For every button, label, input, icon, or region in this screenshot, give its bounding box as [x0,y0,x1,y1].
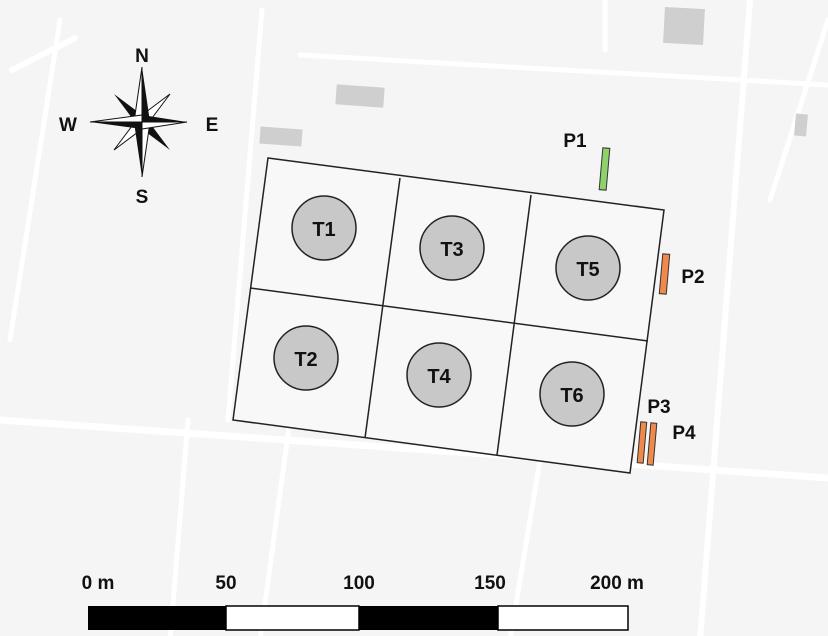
scale-tick-label: 200 m [590,573,644,594]
marker-p3[interactable]: P3 [636,397,671,464]
marker-bar [658,253,671,295]
marker-bar [598,147,611,191]
marker-p4[interactable]: P4 [646,422,696,466]
tank-circle [273,325,339,391]
scale-tick-label: 0 m [82,573,115,594]
compass-needle-east [142,115,187,122]
building [259,126,303,147]
tank-label: T2 [294,349,317,371]
compass-needle-west [90,122,142,129]
tank-t3[interactable]: T3 [419,215,485,281]
tank-label: T4 [427,366,451,388]
scale-segment-light [225,605,360,631]
compass-west-label: W [59,115,77,136]
tank-t4[interactable]: T4 [406,342,472,408]
tank-t1[interactable]: T1 [291,195,357,261]
compass-needle-south [134,122,142,177]
road [0,416,828,482]
compass-rose: N S E W [59,46,218,208]
scale-tick-label: 100 [343,573,375,594]
tank-circle [406,342,472,408]
tank-label: T5 [576,259,599,281]
site-outline [232,157,665,474]
road [767,17,828,203]
scale-segment-light [497,605,629,631]
building [663,6,705,46]
tank-circle [291,195,357,261]
scale-tick-label: 50 [215,573,236,594]
road [167,417,191,636]
grid-line [496,194,532,456]
scale-segment-dark [359,606,498,630]
marker-p1[interactable]: P1 [563,131,611,191]
compass-star-icon [89,66,188,178]
scale-bar: 0 m 50 100 150 200 m [82,573,644,631]
marker-p2[interactable]: P2 [658,253,705,295]
tank-t5[interactable]: T5 [555,235,621,301]
marker-label: P2 [681,267,704,288]
road [225,7,265,423]
tank-t6[interactable]: T6 [539,361,605,427]
road [258,417,293,636]
tank-circle [419,215,485,281]
building [335,84,385,108]
road [297,52,828,88]
site-grid [232,157,665,474]
compass-east-label: E [206,115,219,136]
compass-south-label: S [136,187,149,208]
road [9,35,78,73]
building [794,113,808,137]
marker-bar [636,421,648,464]
tank-label: T3 [440,239,463,261]
compass-north-label: N [135,46,149,67]
compass-needle-north [142,67,150,122]
grid-line [249,287,649,342]
tank-circle [555,235,621,301]
tank-circle [539,361,605,427]
marker-label: P1 [563,131,587,152]
buildings [259,6,808,147]
road [7,17,63,343]
grid-line [364,177,401,439]
scale-tick-label: 150 [474,573,506,594]
marker-label: P4 [672,423,696,444]
tank-t2[interactable]: T2 [273,325,339,391]
tank-label: T1 [312,219,335,241]
marker-label: P3 [647,397,670,418]
road [697,0,753,636]
marker-bar [646,422,658,466]
tank-label: T6 [560,385,583,407]
scale-segment-dark [88,606,226,630]
